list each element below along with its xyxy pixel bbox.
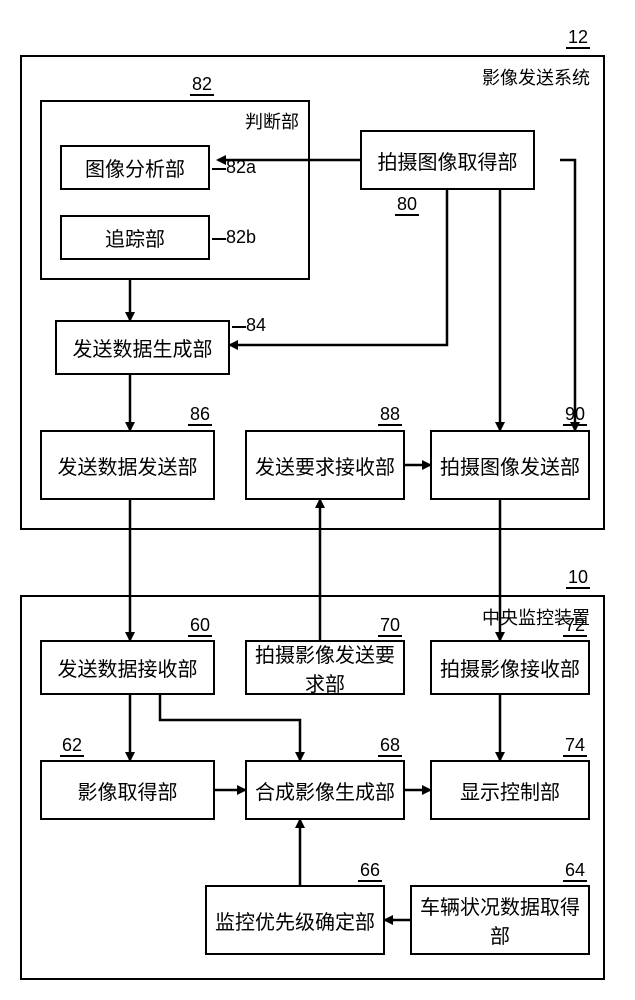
text-82b: 追踪部	[105, 223, 165, 252]
block-86: 发送数据发送部	[40, 430, 215, 500]
text-90: 拍摄图像发送部	[440, 451, 580, 480]
block-62: 影像取得部	[40, 760, 215, 820]
block-82a: 图像分析部	[60, 145, 210, 190]
text-80: 拍摄图像取得部	[378, 146, 518, 175]
text-70: 拍摄影像发送要求部	[251, 639, 399, 697]
text-68: 合成影像生成部	[255, 776, 395, 805]
num-88: 88	[378, 405, 402, 426]
num-74: 74	[563, 736, 587, 757]
block-80: 拍摄图像取得部	[360, 130, 535, 190]
block-88: 发送要求接收部	[245, 430, 405, 500]
block-70: 拍摄影像发送要求部	[245, 640, 405, 695]
num-12: 12	[566, 28, 590, 49]
num-70: 70	[378, 616, 402, 637]
text-88: 发送要求接收部	[255, 451, 395, 480]
block-74: 显示控制部	[430, 760, 590, 820]
num-82: 82	[190, 75, 214, 96]
label-judge: 判断部	[245, 108, 299, 134]
text-64: 车辆状况数据取得部	[416, 891, 584, 949]
block-72: 拍摄影像接收部	[430, 640, 590, 695]
block-82b: 追踪部	[60, 215, 210, 260]
num-86: 86	[188, 405, 212, 426]
num-60: 60	[188, 616, 212, 637]
num-82a: 82a	[226, 158, 256, 178]
num-72: 72	[563, 616, 587, 637]
text-66: 监控优先级确定部	[215, 906, 375, 935]
num-82b: 82b	[226, 228, 256, 248]
block-68: 合成影像生成部	[245, 760, 405, 820]
block-84: 发送数据生成部	[55, 320, 230, 375]
text-82a: 图像分析部	[85, 153, 185, 182]
text-62: 影像取得部	[78, 776, 178, 805]
num-10: 10	[566, 568, 590, 589]
text-60: 发送数据接收部	[58, 653, 198, 682]
num-64: 64	[563, 861, 587, 882]
text-72: 拍摄影像接收部	[440, 653, 580, 682]
block-66: 监控优先级确定部	[205, 885, 385, 955]
num-90: 90	[563, 405, 587, 426]
text-74: 显示控制部	[460, 776, 560, 805]
block-60: 发送数据接收部	[40, 640, 215, 695]
block-64: 车辆状况数据取得部	[410, 885, 590, 955]
num-84: 84	[246, 316, 266, 336]
text-86: 发送数据发送部	[58, 451, 198, 480]
num-66: 66	[358, 861, 382, 882]
num-62: 62	[60, 736, 84, 757]
block-90: 拍摄图像发送部	[430, 430, 590, 500]
num-68: 68	[378, 736, 402, 757]
num-80: 80	[395, 195, 419, 216]
label-12: 影像发送系统	[482, 64, 590, 90]
text-84: 发送数据生成部	[73, 333, 213, 362]
